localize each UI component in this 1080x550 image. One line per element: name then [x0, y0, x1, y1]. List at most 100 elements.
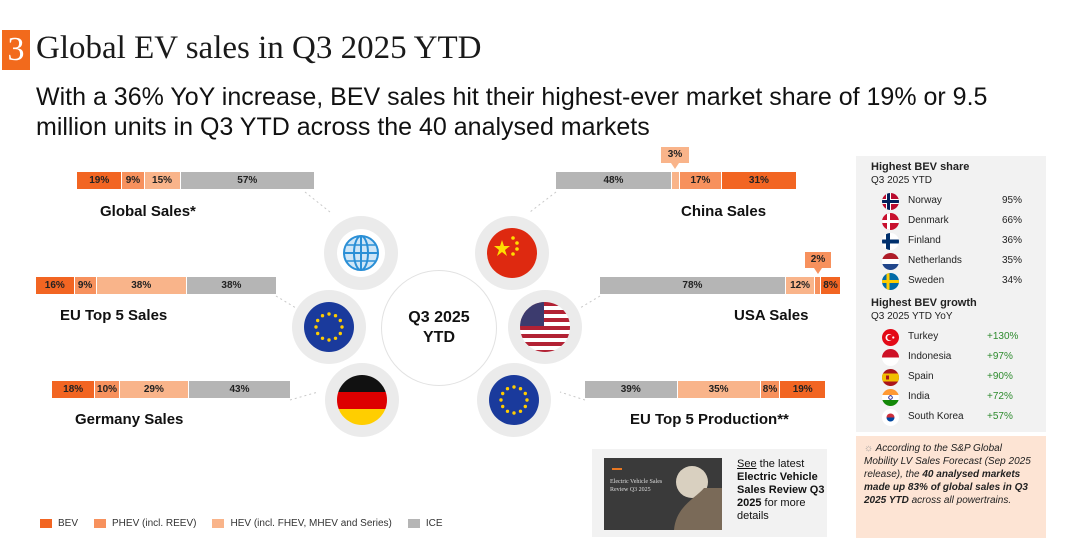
growth-row: India +72% — [882, 389, 1042, 407]
growth-value: +130% — [987, 331, 1019, 342]
usa-sales-label: USA Sales — [734, 307, 809, 324]
legend-swatch-phev — [94, 519, 107, 528]
bev-leaders-panel: Highest BEV share Q3 2025 YTD Norway 95%… — [856, 156, 1046, 432]
eu5-production-label: EU Top 5 Production** — [630, 411, 789, 428]
usa-flag-icon — [520, 302, 570, 352]
lightbulb-icon: ☼ — [864, 443, 874, 454]
growth-value: +90% — [987, 371, 1013, 382]
eu-flag-icon — [304, 302, 354, 352]
growth-country: Turkey — [908, 331, 939, 342]
usa-sales-bar: 78% 12% 8% — [600, 277, 840, 294]
china-bev-segment: 31% — [721, 172, 797, 189]
usa-circle — [508, 290, 582, 364]
germany-ice-segment: 43% — [188, 381, 290, 398]
report-text-1: the latest — [756, 458, 805, 470]
center-line1: Q3 2025 — [408, 309, 470, 326]
global-hev-segment: 15% — [144, 172, 181, 189]
share-row: Norway 95% — [882, 193, 1042, 211]
usa-phev-segment — [815, 277, 822, 294]
growth-row: Spain +90% — [882, 369, 1042, 387]
report-link[interactable]: See — [737, 458, 757, 470]
china-sales-label: China Sales — [681, 203, 767, 220]
report-text-2: for more details — [737, 497, 806, 522]
china-circle — [475, 216, 549, 290]
usa-phev-callout: 2% — [805, 252, 831, 268]
growth-subheading: Q3 2025 YTD YoY — [871, 311, 953, 322]
eu-flag-icon-2 — [489, 375, 539, 425]
germany-phev-segment: 10% — [95, 381, 120, 398]
global-ice-segment: 57% — [180, 172, 314, 189]
share-row: Denmark 66% — [882, 213, 1042, 231]
share-value: 34% — [1002, 275, 1023, 286]
legend-label-ice: ICE — [425, 518, 443, 529]
share-country: Norway — [908, 195, 942, 206]
share-country: Netherlands — [908, 255, 962, 266]
report-teaser[interactable]: Electric Vehicle Sales Review Q3 2025 Se… — [592, 449, 827, 537]
share-country: Finland — [908, 235, 941, 246]
forecast-note: ☼ According to the S&P Global Mobility L… — [856, 436, 1046, 538]
eu5prod-phev-segment: 8% — [760, 381, 781, 398]
global-bev-segment: 19% — [77, 172, 123, 189]
germany-sales-bar: 18% 10% 29% 43% — [52, 381, 290, 398]
globe-icon — [337, 229, 385, 277]
legend-item-bev: BEV — [40, 518, 78, 529]
usa-bev-segment: 8% — [821, 277, 840, 294]
eu5prod-bev-segment: 19% — [780, 381, 825, 398]
china-flag-icon — [487, 228, 537, 278]
legend-item-hev: HEV (incl. FHEV, MHEV and Series) — [212, 518, 392, 529]
indonesia-flag-icon — [882, 349, 899, 366]
share-country: Denmark — [908, 215, 949, 226]
note-text-bold: 40 analysed markets made up 83% of globa… — [864, 469, 1028, 506]
legend-label-phev: PHEV (incl. REEV) — [112, 518, 197, 529]
china-callout-pointer — [671, 163, 679, 169]
share-subheading: Q3 2025 YTD — [871, 175, 932, 186]
share-row: Netherlands 35% — [882, 253, 1042, 271]
germany-sales-label: Germany Sales — [75, 411, 184, 428]
share-heading: Highest BEV share — [871, 161, 970, 173]
note-text-2: across all powertrains. — [908, 495, 1012, 506]
report-cover-image[interactable]: Electric Vehicle Sales Review Q3 2025 — [604, 458, 722, 530]
center-line2: YTD — [423, 329, 455, 346]
share-value: 35% — [1002, 255, 1023, 266]
growth-heading: Highest BEV growth — [871, 297, 977, 309]
center-period-badge: Q3 2025 YTD — [381, 270, 497, 386]
norway-flag-icon — [882, 193, 899, 210]
legend-swatch-ice — [407, 519, 420, 528]
eu5-sales-bar: 16% 9% 38% 38% — [36, 277, 277, 294]
global-circle — [324, 216, 398, 290]
share-row: Finland 36% — [882, 233, 1042, 251]
growth-value: +72% — [987, 391, 1013, 402]
note-text-1: According to the S&P Global Mobility LV … — [864, 443, 1031, 480]
growth-value: +57% — [987, 411, 1013, 422]
germany-flag-icon — [337, 375, 387, 425]
legend-label-hev: HEV (incl. FHEV, MHEV and Series) — [230, 518, 392, 529]
legend-swatch-bev — [40, 519, 52, 528]
eu5-bev-segment: 16% — [36, 277, 75, 294]
legend-label-bev: BEV — [58, 518, 79, 529]
share-country: Sweden — [908, 275, 945, 286]
chart-legend: BEV PHEV (incl. REEV) HEV (incl. FHEV, M… — [40, 518, 459, 529]
germany-hev-segment: 29% — [119, 381, 189, 398]
china-hev-segment — [671, 172, 681, 189]
legend-item-phev: PHEV (incl. REEV) — [94, 518, 196, 529]
growth-row: Indonesia +97% — [882, 349, 1042, 367]
growth-row: South Korea +57% — [882, 409, 1042, 427]
india-flag-icon — [882, 389, 899, 406]
eu-circle — [292, 290, 366, 364]
share-value: 36% — [1002, 235, 1023, 246]
legend-swatch-hev — [212, 519, 225, 528]
page-subtitle: With a 36% YoY increase, BEV sales hit t… — [36, 83, 988, 141]
usa-hev-segment: 12% — [785, 277, 816, 294]
spain-flag-icon — [882, 369, 899, 386]
section-number: 3 — [2, 30, 30, 70]
global-sales-label: Global Sales* — [100, 203, 196, 220]
eu5prod-ice-segment: 39% — [585, 381, 678, 398]
eu5-phev-segment: 9% — [74, 277, 97, 294]
legend-item-ice: ICE — [407, 518, 443, 529]
china-phev-segment: 17% — [680, 172, 722, 189]
page-title: Global EV sales in Q3 2025 YTD — [36, 30, 482, 66]
eu5-production-bar: 39% 35% 8% 19% — [585, 381, 825, 398]
usa-ice-segment: 78% — [600, 277, 786, 294]
china-sales-bar: 48% 17% 31% — [556, 172, 797, 189]
